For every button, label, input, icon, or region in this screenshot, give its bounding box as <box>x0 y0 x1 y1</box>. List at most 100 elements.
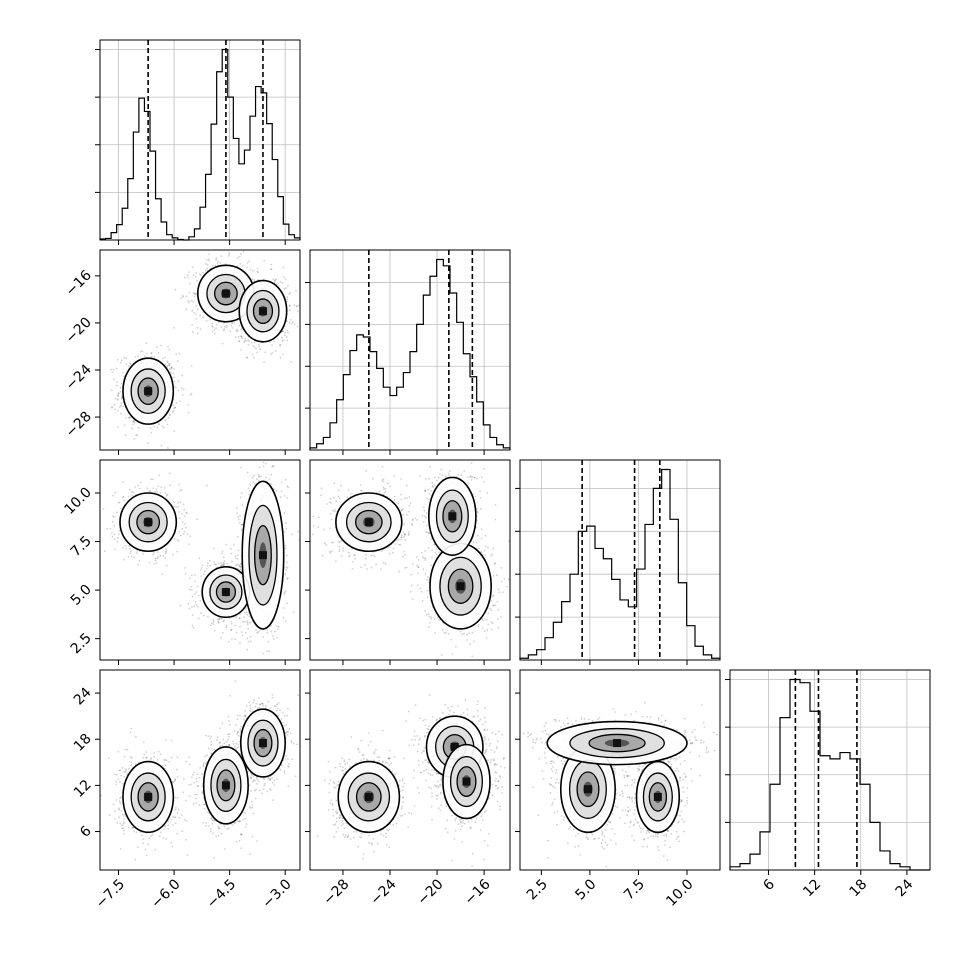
scatter-2-0-point <box>235 507 238 509</box>
scatter-1-0-point <box>196 308 199 311</box>
scatter-2-0-point <box>164 492 167 495</box>
scatter-1-0-point <box>301 312 303 314</box>
scatter-2-1-point <box>332 541 335 544</box>
scatter-1-0-point <box>185 308 188 311</box>
scatter-1-0-point <box>123 356 126 359</box>
scatter-2-0-point <box>262 465 265 468</box>
scatter-2-0-point <box>118 501 121 504</box>
scatter-2-0-point <box>260 440 262 442</box>
scatter-2-0-point <box>225 626 228 629</box>
scatter-2-0-point <box>191 595 194 598</box>
scatter-2-1-point <box>414 517 417 519</box>
scatter-1-0-point <box>295 289 297 292</box>
scatter-1-0-point <box>128 416 131 419</box>
scatter-1-0-point <box>175 353 178 356</box>
scatter-2-1-point <box>329 497 332 500</box>
scatter-1-0-point <box>134 356 137 358</box>
scatter-1-0-point <box>208 260 211 262</box>
scatter-2-0-point <box>273 638 275 640</box>
scatter-2-0-point <box>260 667 262 669</box>
scatter-1-0-point <box>179 400 181 402</box>
scatter-2-0-point <box>286 554 288 557</box>
scatter-2-0-point <box>284 547 287 550</box>
scatter-2-1-point <box>334 560 337 563</box>
scatter-1-0-peak-2 <box>258 307 267 316</box>
scatter-1-0-point <box>215 323 218 326</box>
scatter-1-0-point <box>147 442 150 445</box>
scatter-1-0-point <box>275 278 277 281</box>
scatter-2-0-point <box>246 637 249 640</box>
scatter-2-0-point <box>276 628 279 630</box>
scatter-1-0-point <box>211 322 214 325</box>
scatter-1-0-point <box>170 367 173 370</box>
scatter-1-0-point <box>167 416 170 419</box>
scatter-1-0-point <box>270 353 272 356</box>
scatter-2-0-point <box>270 482 272 485</box>
scatter-1-0-point <box>248 340 251 343</box>
scatter-2-0-point <box>165 552 167 555</box>
scatter-1-0-ytick-label-1: −24 <box>63 361 95 393</box>
scatter-2-0-point <box>271 466 274 468</box>
scatter-1-0-point <box>186 274 189 277</box>
scatter-2-0-point <box>258 475 261 478</box>
histogram-panel-param-3 <box>515 459 721 665</box>
scatter-2-0-point <box>283 607 285 609</box>
scatter-1-0-point <box>207 258 210 261</box>
scatter-1-0-point <box>157 423 160 426</box>
scatter-1-0-point <box>181 394 184 396</box>
scatter-2-0-point <box>136 549 139 552</box>
scatter-2-0-point <box>236 512 239 514</box>
scatter-1-0-point <box>240 336 243 339</box>
scatter-1-0-point <box>132 420 135 423</box>
scatter-1-0-point <box>177 380 180 383</box>
scatter-1-0-point <box>119 404 122 407</box>
scatter-1-0-point <box>137 355 140 358</box>
scatter-1-0-point <box>221 342 224 345</box>
scatter-1-0-point <box>120 398 123 400</box>
scatter-2-0-point <box>190 574 193 577</box>
scatter-1-0-point <box>224 263 227 265</box>
scatter-2-0-point <box>112 494 114 497</box>
scatter-2-0-point <box>235 564 237 567</box>
scatter-1-0-point <box>112 378 115 381</box>
scatter-1-0-point <box>190 392 193 395</box>
scatter-2-1-point <box>360 489 363 492</box>
scatter-2-0-point <box>140 481 142 484</box>
scatter-2-0-point <box>152 487 155 490</box>
scatter-1-0-point <box>271 351 274 354</box>
density-panel-3-vs-1: 2.55.07.510.0 <box>61 440 301 669</box>
scatter-2-0-point <box>243 616 246 619</box>
scatter-1-0-point <box>225 324 228 327</box>
scatter-2-0-point <box>257 473 260 476</box>
scatter-1-0-point <box>238 340 241 343</box>
scatter-2-1-point <box>323 528 325 531</box>
scatter-2-0-point <box>157 555 160 558</box>
scatter-1-0-point <box>286 329 289 332</box>
scatter-2-1-point <box>330 502 332 504</box>
scatter-1-0-point <box>220 255 223 257</box>
scatter-1-0-point <box>227 255 230 257</box>
scatter-1-0-point <box>251 278 254 281</box>
scatter-1-0-point <box>114 397 117 400</box>
scatter-2-1-point <box>339 548 341 551</box>
scatter-2-1-point <box>403 550 406 553</box>
scatter-2-0-point <box>262 461 265 464</box>
scatter-2-0-point <box>239 568 242 571</box>
scatter-2-0-point <box>280 490 283 493</box>
scatter-1-0-point <box>196 332 199 335</box>
scatter-2-1-point <box>411 524 414 526</box>
scatter-2-0-point <box>158 474 161 477</box>
scatter-2-0-point <box>284 544 287 547</box>
scatter-1-0-point <box>150 431 153 434</box>
scatter-2-1-point <box>352 561 354 563</box>
scatter-1-0-point <box>173 380 176 383</box>
scatter-2-0-point <box>214 563 216 566</box>
scatter-1-0-point <box>273 340 276 343</box>
scatter-1-0-point <box>228 251 231 254</box>
scatter-2-1-point <box>394 543 397 545</box>
scatter-1-0-point <box>251 353 254 356</box>
scatter-2-1-point <box>328 550 331 553</box>
scatter-1-0-point <box>199 314 201 317</box>
scatter-2-0-point <box>209 564 212 567</box>
scatter-1-0-point <box>275 283 278 285</box>
